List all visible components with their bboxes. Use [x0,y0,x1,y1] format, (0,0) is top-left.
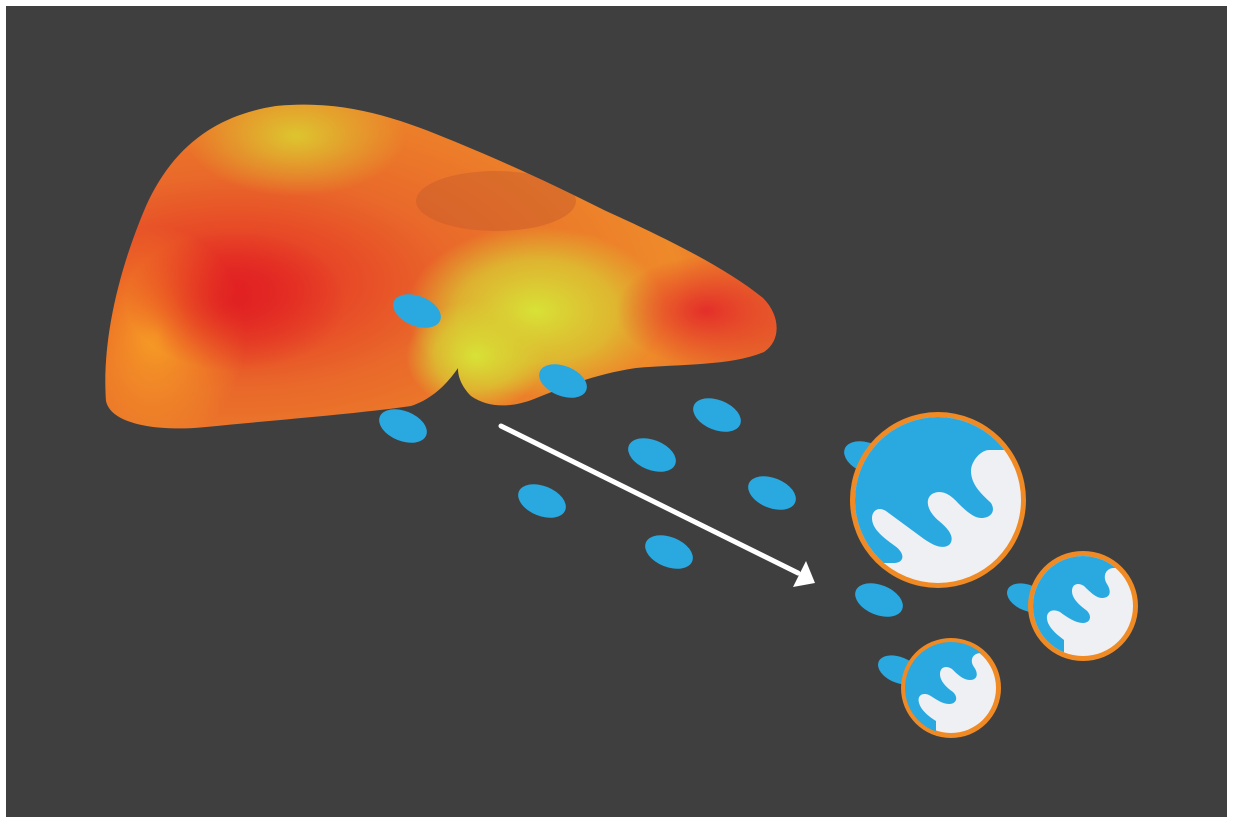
droplet-group [379,294,903,617]
fat-laden-cell-icon [1007,551,1138,661]
lipid-droplet-icon [379,409,427,443]
fat-laden-cell-icon [844,412,1026,588]
lipid-droplet-icon [518,484,566,518]
liver-icon [105,104,777,429]
lipid-droplet-icon [539,364,587,398]
lipid-droplet-icon [645,535,693,569]
fat-laden-cell-icon [878,638,1001,738]
lipid-droplet-icon [628,438,676,472]
lipid-droplet-icon [693,398,741,432]
liver-lipid-flow-diagram [105,104,1138,738]
lipid-droplet-icon [748,476,796,510]
diagram-canvas [6,6,1227,817]
flow-arrow-icon [498,423,815,587]
lipid-droplet-icon [855,583,903,617]
lipid-droplet-icon [393,294,441,328]
